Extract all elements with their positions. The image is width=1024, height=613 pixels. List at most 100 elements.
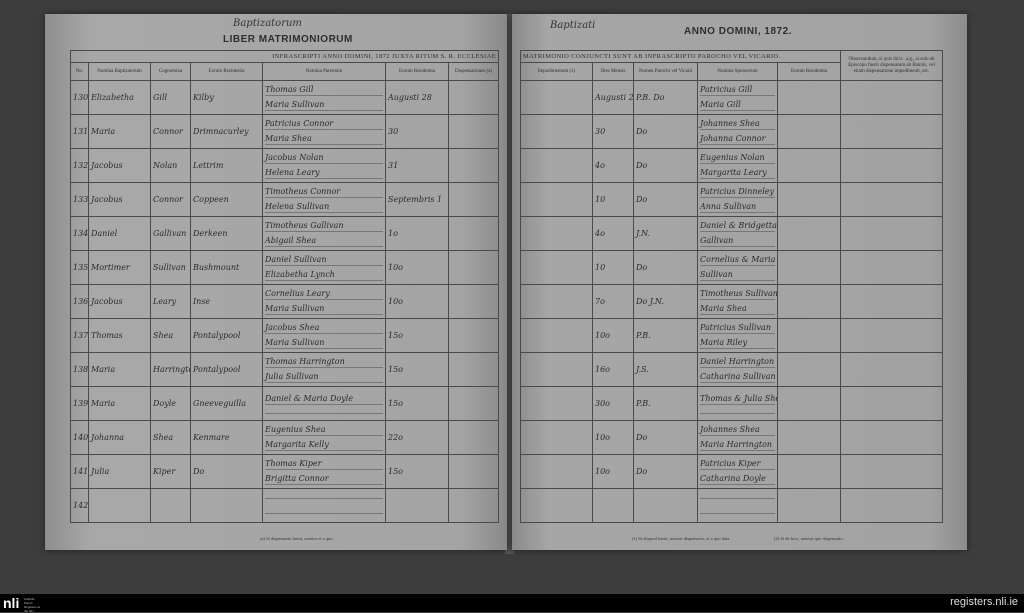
- baptized-name: Maria: [88, 386, 151, 421]
- sponsor-residence: [776, 352, 842, 387]
- priest-initials: P.B.: [633, 318, 698, 353]
- sponsors-names: Patricius Gill Maria Gill: [697, 80, 778, 115]
- baptized-name: Maria: [88, 114, 151, 149]
- parents-list: Thomas Kiper Brigitta Connor: [265, 457, 383, 487]
- baptized-name: Johanna: [88, 420, 151, 455]
- dispensation: [447, 284, 500, 319]
- parent-name: Brigitta Connor: [265, 473, 383, 485]
- baptism-date: 31: [385, 148, 449, 183]
- entry-number: 142: [70, 488, 89, 523]
- baptized-name: Julia: [88, 454, 151, 489]
- residence: Lettrim: [190, 148, 263, 183]
- table-row: 134 Daniel Gallivan Derkeen Timotheus Galliv…: [70, 216, 500, 251]
- parents-list: Timotheus Connor Helena Sullivan: [265, 185, 383, 215]
- parents-list: Daniel & Maria Doyle: [265, 389, 383, 419]
- day-of-month: [592, 488, 634, 523]
- site-link[interactable]: registers.nli.ie: [950, 596, 1018, 608]
- entry-number: 132: [70, 148, 89, 183]
- sponsor-name: Cornelius & Maria: [700, 255, 776, 266]
- baptism-date: 10o: [385, 284, 449, 319]
- sponsor-name: Timotheus Sullivan: [700, 289, 778, 300]
- sponsor-name: Daniel & Bridgetta: [700, 221, 777, 232]
- table-row: 132 Jacobus Nolan Lettrim Jacobus Nolan Helen…: [70, 148, 500, 183]
- table-row: 140 Johanna Shea Kenmare Eugenius Shea Margar…: [70, 420, 500, 455]
- surname: Leary: [150, 284, 191, 319]
- priest-initials: Do: [633, 148, 698, 183]
- parent-name: Maria Shea: [265, 133, 383, 145]
- parent-name: Thomas Harrington: [265, 356, 383, 368]
- parents-list: Timotheus Gallivan Abigail Shea: [265, 219, 383, 249]
- table-row: 138MariaHarringtonPontalypoolThomas Harr…: [70, 352, 500, 387]
- entry-number: 139: [70, 386, 89, 421]
- observations: [840, 114, 944, 149]
- surname: Shea: [150, 318, 191, 353]
- residence: Do: [190, 454, 263, 489]
- sponsor-name: Catharina Sullivan: [700, 372, 776, 383]
- sponsors-list: Patricius Gill Maria Gill: [700, 83, 775, 113]
- entry-number: 133: [70, 182, 89, 217]
- parent-name: Timotheus Gallivan: [265, 220, 383, 232]
- baptized-name: Jacobus: [88, 148, 151, 183]
- dispensation: [447, 454, 500, 489]
- table-row: 135 Mortimer Sullivan Bushmount Daniel Sulli…: [70, 250, 500, 285]
- parent-name: Elizabetha Lynch: [265, 269, 383, 281]
- dispensation: [447, 80, 500, 115]
- observations: [840, 488, 944, 523]
- observation-header: Observandum, si quis dicit : a.g., si so…: [840, 50, 944, 81]
- surname: Doyle: [150, 386, 191, 421]
- surname: Gill: [150, 80, 191, 115]
- sponsor-name: Patricius Dinneley: [700, 187, 775, 198]
- book-title: ANNO DOMINI, 1872.: [684, 26, 792, 37]
- left-register-page: Baptizatorum LIBER MATRIMONIORUM INFRASC…: [45, 14, 507, 550]
- table-row: 133 Jacobus Connor Coppeen Timotheus Connor H…: [70, 182, 500, 217]
- priest-initials: Do: [633, 250, 698, 285]
- sponsors-list: Daniel & Bridgetta Gallivan: [700, 219, 777, 249]
- sponsors-names: Patricius Kiper Catharina Doyle: [697, 454, 778, 489]
- residence: Kenmare: [190, 420, 263, 455]
- parents-names: Eugenius Shea Margarita Kelly: [262, 420, 386, 455]
- parents-names: Thomas Harrington Julia Sullivan: [262, 352, 386, 387]
- parent-name: Helena Sullivan: [265, 201, 383, 213]
- baptism-date: 15o: [385, 352, 449, 387]
- impediment: [520, 182, 593, 217]
- sponsors-list: Patricius Dinneley Anna Sullivan: [700, 185, 775, 215]
- parent-name: Jacobus Nolan: [265, 152, 383, 164]
- residence: Pontalypool: [190, 318, 263, 353]
- observations: [840, 454, 944, 489]
- sponsor-name: Sullivan: [700, 269, 775, 281]
- parents-list: Thomas Gill Maria Sullivan: [265, 83, 383, 113]
- column-header: Nomina Baptizatorum: [88, 62, 151, 81]
- sponsor-name: Daniel Harrington: [700, 357, 775, 368]
- sponsor-name: Patricius Gill: [700, 84, 775, 96]
- baptism-date: 15o: [385, 454, 449, 489]
- impediment: [520, 250, 593, 285]
- handwritten-heading: Baptizati: [550, 20, 596, 31]
- dispensation: [447, 216, 500, 251]
- sponsor-name: [700, 497, 775, 499]
- parent-name: Daniel Sullivan: [265, 254, 383, 266]
- dispensation: [447, 352, 500, 387]
- day-of-month: 7o: [592, 284, 634, 319]
- entry-number: 135: [70, 250, 89, 285]
- table-row: 137 Thomas Shea Pontalypool Jacobus Shea Mari…: [70, 318, 500, 353]
- column-header: Dispensationes (a): [447, 62, 500, 81]
- entry-number: 136: [70, 284, 89, 319]
- table-row: 7o Do J.N. Timotheus Sullivan Maria Shea: [520, 284, 944, 319]
- observations: [840, 250, 944, 285]
- entry-number: 130: [70, 80, 89, 115]
- priest-initials: Do: [633, 420, 698, 455]
- observations: [840, 80, 944, 115]
- sponsor-name: Gallivan: [700, 235, 775, 247]
- sponsors-names: Eugenius Nolan Margarita Leary: [697, 148, 778, 183]
- book-title: LIBER MATRIMONIORUM: [223, 34, 353, 45]
- impediment: [520, 114, 593, 149]
- table-row: 4o J.N. Daniel & Bridgetta Gallivan: [520, 216, 944, 251]
- table-row: 136 Jacobus Leary Inse Cornelius Leary Maria …: [70, 284, 500, 319]
- day-of-month: 10o: [592, 454, 634, 489]
- observations: [840, 284, 944, 319]
- impediment: [520, 318, 593, 353]
- sponsor-residence: [776, 80, 842, 115]
- residence: Kilby: [190, 80, 263, 115]
- impediment: [520, 352, 593, 387]
